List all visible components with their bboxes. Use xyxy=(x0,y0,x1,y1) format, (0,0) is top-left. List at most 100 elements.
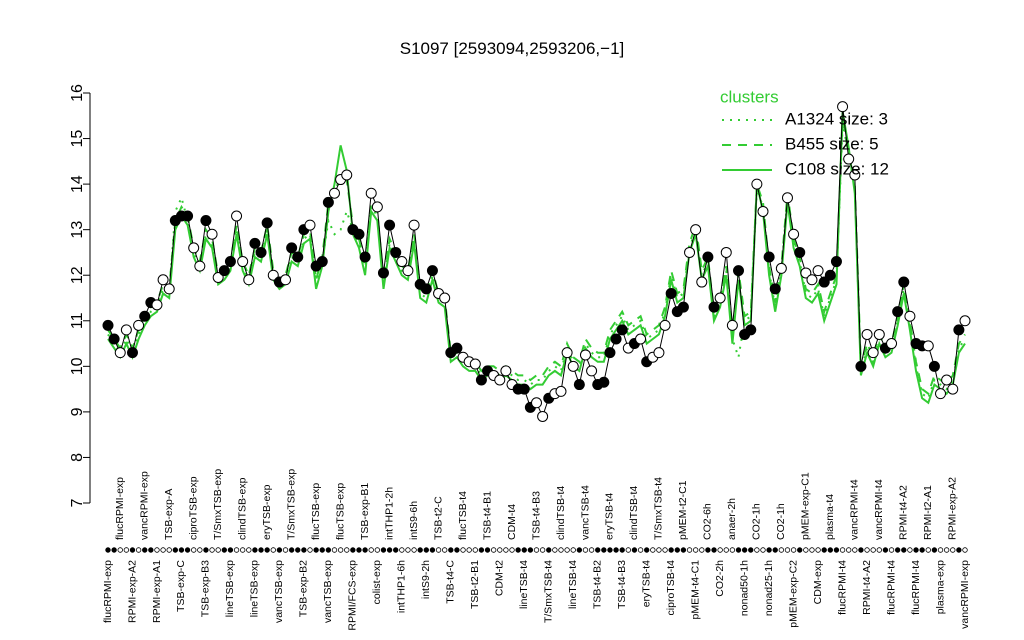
data-point xyxy=(806,274,818,286)
data-point xyxy=(708,301,720,313)
x-tick-label: TSB-t4-B1 xyxy=(481,491,493,540)
data-point xyxy=(469,358,481,370)
x-tick-label: TSB-t4-B3 xyxy=(530,491,542,540)
data-point xyxy=(800,267,812,279)
data-point xyxy=(861,328,873,340)
rug-dot xyxy=(888,547,895,553)
rug-dot xyxy=(852,547,858,553)
rug-dot xyxy=(894,547,901,553)
data-point xyxy=(194,260,206,272)
rug-dot xyxy=(699,547,705,553)
data-point xyxy=(126,347,138,359)
rug-dot xyxy=(472,547,478,553)
x-tick-label: intTHP1-6h xyxy=(396,560,408,613)
x-tick-label: clindTSB-t4 xyxy=(628,486,640,540)
rug-dot xyxy=(497,547,503,553)
x-tick-label: TSB-t2-C xyxy=(432,496,444,540)
rug-dot xyxy=(282,547,289,553)
rug-dot xyxy=(937,547,944,553)
legend-label: A1324 size: 3 xyxy=(785,109,888,128)
x-tick-label: eryTSB-t4 xyxy=(604,493,616,540)
data-point xyxy=(316,256,328,268)
rug-dot xyxy=(374,547,381,553)
rug-dot xyxy=(821,547,827,553)
x-tick-label: lineTSB-exp xyxy=(249,560,261,617)
rug-dot xyxy=(748,547,754,553)
rug-dot xyxy=(839,547,846,553)
rug-dot xyxy=(790,547,797,553)
data-point xyxy=(690,224,702,236)
rug-dot xyxy=(668,547,674,553)
rug-dot xyxy=(533,547,540,553)
y-tick-label: 12 xyxy=(69,266,86,284)
x-tick-label: T/SmxTSB-t4 xyxy=(543,560,555,623)
x-tick-label: RPMI-t2-A1 xyxy=(922,485,934,540)
data-point xyxy=(390,246,402,258)
x-tick-label: T/SmxTSB-t4 xyxy=(653,477,665,540)
data-point xyxy=(579,349,591,361)
rug-dot xyxy=(595,547,601,553)
data-point xyxy=(359,251,371,263)
rug-dot xyxy=(441,547,448,553)
rug-dot xyxy=(435,547,442,553)
data-point xyxy=(733,265,745,277)
x-tick-label: TSB-exp-B3 xyxy=(200,560,212,617)
y-tick-label: 10 xyxy=(69,357,86,375)
x-tick-label: pMEM-exp-C1 xyxy=(800,472,812,540)
x-tick-label: CDM-exp xyxy=(812,560,824,604)
x-tick-label: CO2-1h xyxy=(775,503,787,540)
x-tick-label: nonad50-1h xyxy=(738,560,750,616)
rug-dot xyxy=(184,547,191,553)
x-tick-label: intS9-6h xyxy=(408,501,420,540)
data-point xyxy=(267,269,279,281)
x-tick-label: CO2-6h xyxy=(702,503,714,540)
data-point xyxy=(788,228,800,240)
rug-dot xyxy=(515,547,521,553)
x-tick-label: ciproTSB-exp xyxy=(187,476,199,540)
rug-dot xyxy=(711,547,717,553)
rug-dot xyxy=(337,547,344,553)
data-point xyxy=(322,196,334,208)
y-tick-label: 9 xyxy=(69,407,86,416)
rug-dot xyxy=(864,547,870,553)
data-point xyxy=(249,237,261,249)
x-tick-label: RPMI-exp-A2 xyxy=(126,560,138,623)
x-tick-label: CO2-1h xyxy=(751,503,763,540)
rug-dot xyxy=(172,547,179,553)
data-point xyxy=(769,283,781,295)
data-point xyxy=(108,333,120,345)
data-point xyxy=(757,205,769,217)
rug-dot xyxy=(527,547,534,553)
data-point xyxy=(567,360,579,372)
rug-dot xyxy=(454,547,460,553)
data-point xyxy=(255,246,267,258)
data-point xyxy=(500,365,512,377)
x-tick-label: RPMI-t4-A2 xyxy=(861,560,873,615)
data-point xyxy=(231,210,243,222)
y-tick-label: 16 xyxy=(69,84,86,102)
data-point xyxy=(371,201,383,213)
data-point xyxy=(818,276,830,288)
x-tick-label: vancRPMI-t4 xyxy=(873,479,885,540)
data-point xyxy=(114,347,126,359)
rug-dot xyxy=(809,547,815,553)
x-tick-label: T/SmxTSB-exp xyxy=(285,469,297,540)
rug-dot xyxy=(135,547,142,553)
data-point xyxy=(702,251,714,263)
rug-dot xyxy=(705,547,711,553)
rug-dot xyxy=(674,547,680,553)
rug-dot xyxy=(833,547,840,553)
rug-dot xyxy=(956,547,962,553)
rug-dot xyxy=(215,547,221,553)
x-tick-label: TSB-t4-B3 xyxy=(616,560,628,609)
rug-dot xyxy=(386,547,393,553)
rug-dot xyxy=(362,547,368,553)
rug-dot xyxy=(882,547,889,553)
data-point xyxy=(830,256,842,268)
rug-dot xyxy=(484,547,491,553)
data-point xyxy=(763,251,775,263)
data-point xyxy=(537,410,549,422)
rug-dot xyxy=(252,547,258,553)
x-tick-label: vancTSB-exp xyxy=(273,560,285,623)
y-tick-label: 11 xyxy=(69,312,86,329)
